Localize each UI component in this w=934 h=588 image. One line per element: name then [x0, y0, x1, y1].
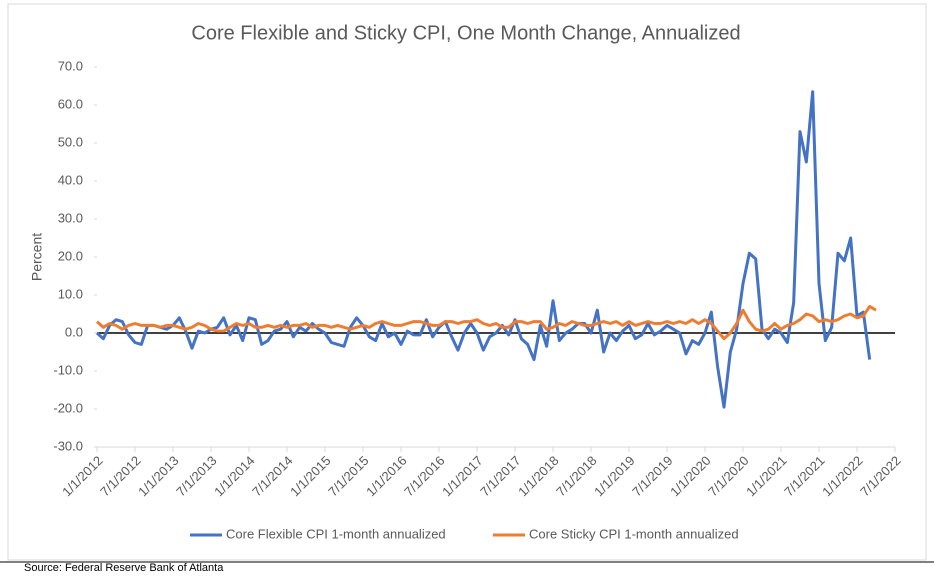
y-tick-label: -10.0	[53, 362, 83, 377]
series-line	[95, 304, 877, 341]
y-tick-label: 60.0	[58, 96, 83, 111]
legend-label: Core Sticky CPI 1-month annualized	[529, 526, 739, 541]
chart-frame	[7, 3, 927, 561]
y-tick-label: 0.0	[65, 324, 83, 339]
y-tick-label: 70.0	[58, 58, 83, 73]
legend-label: Core Flexible CPI 1-month annualized	[226, 526, 446, 541]
y-tick-label: -20.0	[53, 400, 83, 415]
y-tick-label: 10.0	[58, 286, 83, 301]
y-tick-label: 30.0	[58, 210, 83, 225]
y-tick-label: 50.0	[58, 134, 83, 149]
y-tick-label: 40.0	[58, 172, 83, 187]
y-tick-label: 20.0	[58, 248, 83, 263]
y-axis-label: Percent	[29, 233, 45, 281]
source-note: Source: Federal Reserve Bank of Atlanta	[24, 562, 224, 574]
chart-title: Core Flexible and Sticky CPI, One Month …	[191, 22, 740, 44]
y-tick-label: -30.0	[53, 438, 83, 453]
series-line	[95, 90, 872, 409]
